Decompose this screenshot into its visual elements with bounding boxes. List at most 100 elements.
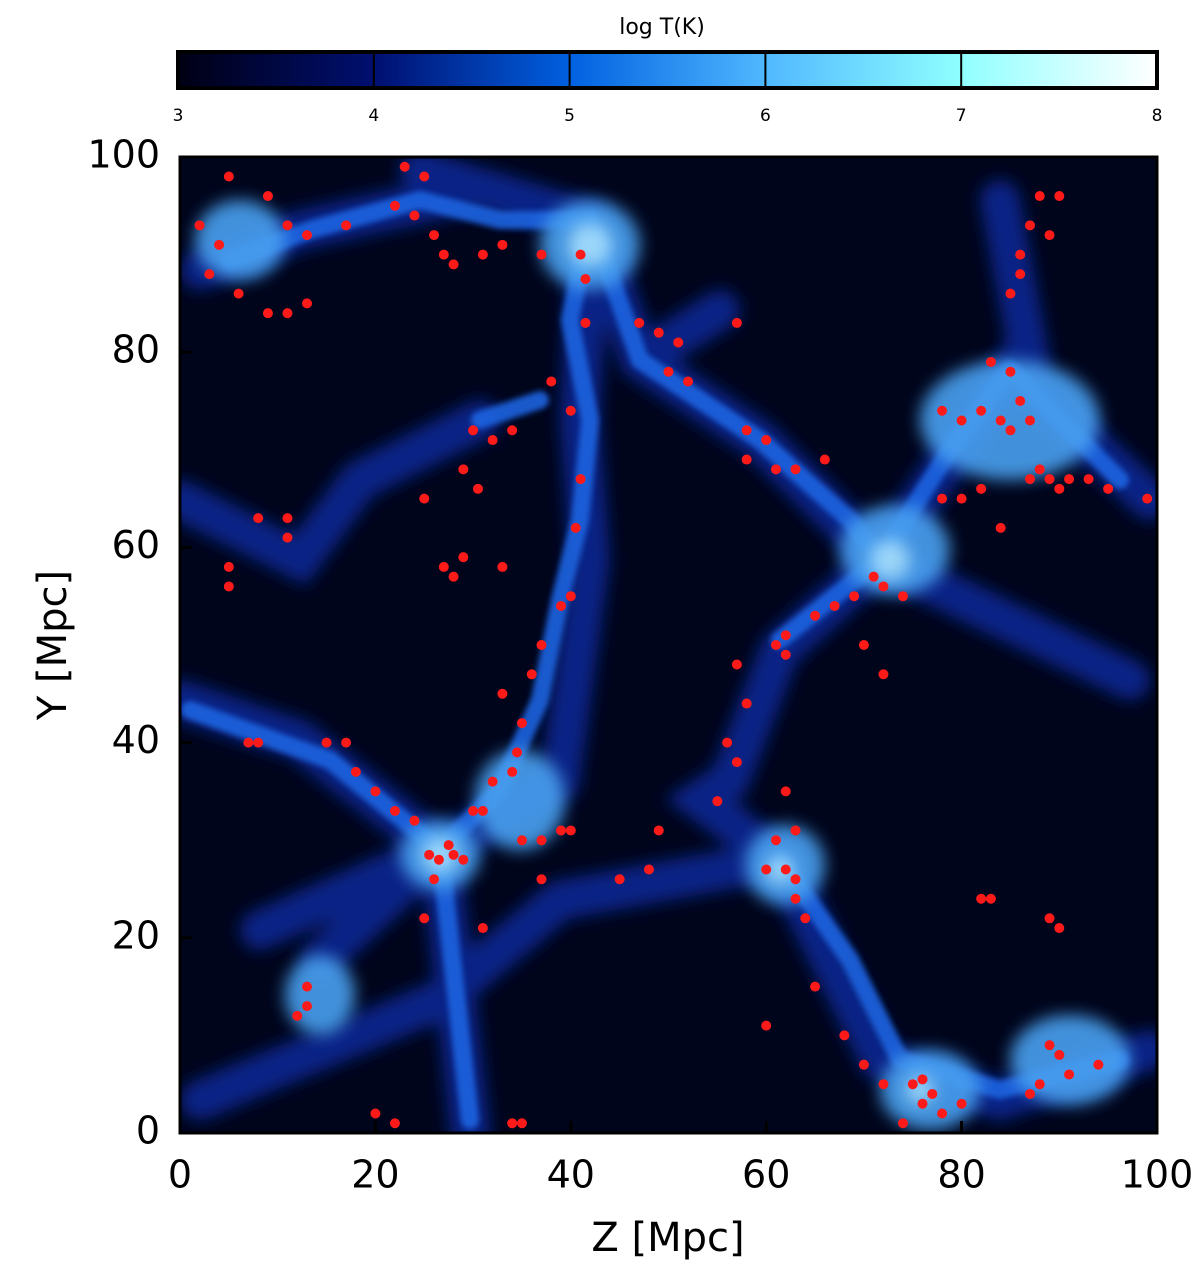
halo-point xyxy=(546,376,557,387)
halo-point xyxy=(302,1001,313,1012)
halo-point xyxy=(223,171,234,182)
halo-point xyxy=(878,581,889,592)
halo-point xyxy=(907,1079,918,1090)
halo-point xyxy=(350,766,361,777)
colorbar-tick-label: 5 xyxy=(564,106,575,126)
halo-point xyxy=(570,522,581,533)
halo-point xyxy=(429,230,440,241)
y-tick-label: 80 xyxy=(112,328,160,372)
halo-point xyxy=(917,1074,928,1085)
halo-point xyxy=(1054,483,1065,494)
halo-point xyxy=(790,893,801,904)
halo-point xyxy=(419,171,430,182)
halo-point xyxy=(683,376,694,387)
halo-point xyxy=(839,1030,850,1041)
halo-point xyxy=(937,1108,948,1119)
halo-point xyxy=(204,269,215,280)
plot-frame xyxy=(178,155,1159,1135)
halo-point xyxy=(878,1079,889,1090)
colorbar-label: log T(K) xyxy=(619,15,705,40)
halo-point xyxy=(790,464,801,475)
halo-point xyxy=(1044,913,1055,924)
halo-point xyxy=(243,737,254,748)
halo-point xyxy=(741,454,752,465)
halo-point xyxy=(580,274,591,284)
halo-point xyxy=(341,737,352,748)
colorbar-tick-label: 3 xyxy=(173,106,184,126)
halo-point xyxy=(741,425,752,436)
halo-point xyxy=(1064,1069,1075,1080)
halo-point xyxy=(438,249,449,260)
y-tick-label: 60 xyxy=(112,523,160,567)
halo-point xyxy=(536,640,547,650)
halo-point xyxy=(634,317,645,328)
colorbar xyxy=(176,50,1159,90)
halo-point xyxy=(419,913,430,924)
halo-point xyxy=(849,591,860,602)
halo-point xyxy=(458,854,469,865)
halo-point xyxy=(800,913,811,924)
halo-point xyxy=(1015,249,1026,260)
halo-point xyxy=(790,874,801,885)
halo-point xyxy=(1024,1088,1035,1099)
halo-point xyxy=(194,220,205,231)
halo-point xyxy=(282,308,293,319)
halo-point xyxy=(770,835,781,846)
halo-point xyxy=(731,317,742,328)
halo-point xyxy=(819,454,830,465)
halo-point xyxy=(497,239,508,250)
halo-point xyxy=(487,776,498,787)
halo-point xyxy=(1044,474,1055,485)
halo-point xyxy=(780,786,791,797)
halo-point xyxy=(810,981,821,992)
colorbar-tick-label: 8 xyxy=(1152,106,1163,126)
y-tick-label: 20 xyxy=(112,913,160,957)
halo-point xyxy=(956,415,967,426)
halo-point xyxy=(302,981,313,992)
halo-point xyxy=(448,571,459,582)
halo-point xyxy=(937,405,948,416)
halo-point xyxy=(976,893,987,904)
halo-point xyxy=(292,1010,303,1021)
halo-point xyxy=(565,591,576,602)
colorbar-tick-label: 7 xyxy=(956,106,967,126)
halo-point xyxy=(653,825,664,836)
halo-point xyxy=(526,669,537,680)
halo-point xyxy=(253,737,264,748)
halo-point xyxy=(556,825,567,836)
halo-point xyxy=(1044,230,1055,241)
halo-point xyxy=(399,161,410,172)
halo-point xyxy=(1034,464,1045,475)
halo-point xyxy=(370,1108,381,1119)
halo-point xyxy=(468,425,479,436)
x-tick-label: 40 xyxy=(547,1153,595,1197)
halo-point xyxy=(282,532,293,543)
halo-point xyxy=(731,757,742,768)
halo-point xyxy=(643,864,654,875)
halo-point xyxy=(438,561,449,572)
halo-point xyxy=(389,200,400,211)
halo-point xyxy=(1034,1079,1045,1090)
halo-point xyxy=(956,1098,967,1109)
halo-point xyxy=(223,561,234,572)
halo-point xyxy=(389,1118,400,1129)
halo-point xyxy=(468,805,479,816)
halo-point xyxy=(1064,474,1075,485)
x-tick-label: 0 xyxy=(168,1153,192,1197)
halo-point xyxy=(409,815,420,826)
halo-point xyxy=(995,522,1006,533)
halo-point xyxy=(429,874,440,885)
halo-point xyxy=(1054,923,1065,934)
halo-point xyxy=(1103,483,1114,494)
halo-point xyxy=(995,415,1006,426)
halo-point xyxy=(1005,425,1016,436)
halo-point xyxy=(487,435,498,446)
halo-point xyxy=(1005,288,1016,299)
halo-point xyxy=(575,249,586,260)
halo-point xyxy=(580,317,591,328)
halo-point xyxy=(321,737,332,748)
halo-point xyxy=(302,298,313,309)
halo-point xyxy=(1083,474,1094,485)
halo-point xyxy=(424,849,435,860)
